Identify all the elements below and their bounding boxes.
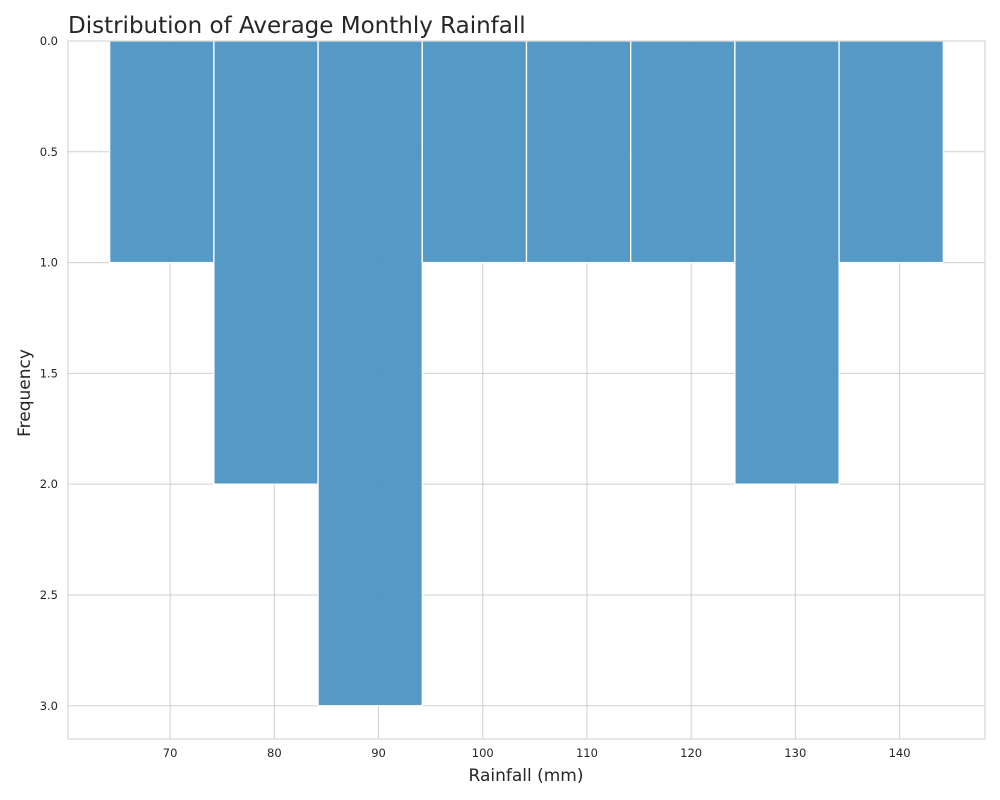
histogram-bar [109, 40, 215, 264]
histogram-bar [734, 40, 840, 485]
x-tick-label: 120 [680, 746, 702, 760]
x-tick-label: 90 [371, 746, 386, 760]
histogram-bar [525, 40, 632, 264]
y-axis-label: Frequency [15, 349, 35, 437]
y-tick-label: 1.5 [40, 366, 58, 380]
y-tick-label: 2.0 [40, 477, 58, 491]
histogram-bar [838, 40, 944, 264]
y-tick-label: 0.5 [40, 145, 58, 159]
x-axis-label: Rainfall (mm) [469, 766, 584, 786]
x-tick-label: 140 [889, 746, 911, 760]
chart-title: Distribution of Average Monthly Rainfall [68, 13, 526, 39]
histogram-bar [213, 40, 319, 485]
x-tick-label: 100 [472, 746, 494, 760]
histogram-bar [421, 40, 528, 264]
histogram-bar [630, 40, 736, 264]
x-tick-label: 70 [163, 746, 178, 760]
x-tick-label: 80 [267, 746, 282, 760]
y-tick-label: 2.5 [40, 588, 58, 602]
plot-frame [67, 40, 986, 740]
y-tick-label: 0.0 [40, 34, 58, 48]
bars [109, 40, 944, 707]
histogram-bar [317, 40, 423, 707]
x-axis-ticks: 70 80 90 100 110 120 130 140 [163, 746, 911, 760]
y-tick-label: 3.0 [40, 699, 58, 713]
y-tick-label: 1.0 [40, 256, 58, 270]
x-tick-label: 110 [576, 746, 598, 760]
x-tick-label: 130 [784, 746, 806, 760]
y-axis-ticks: 0.0 0.5 1.0 1.5 2.0 2.5 3.0 [40, 34, 58, 713]
